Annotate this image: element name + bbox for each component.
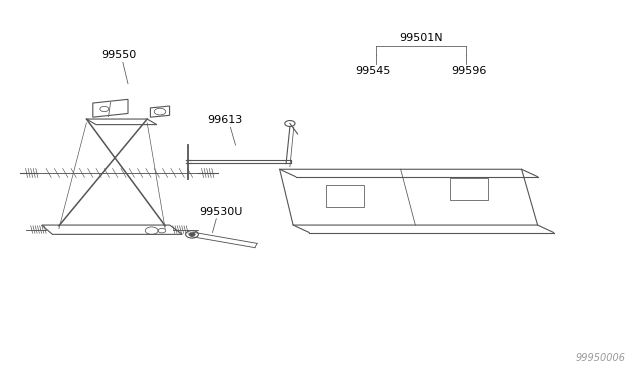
Text: 99613: 99613 xyxy=(207,115,243,125)
Text: 99596: 99596 xyxy=(451,66,487,76)
Circle shape xyxy=(189,232,195,236)
Text: 99545: 99545 xyxy=(355,66,391,76)
Text: 99950006: 99950006 xyxy=(576,353,626,363)
Text: 99530U: 99530U xyxy=(199,206,243,217)
Text: 99550: 99550 xyxy=(100,49,136,60)
Text: 99501N: 99501N xyxy=(399,33,443,43)
